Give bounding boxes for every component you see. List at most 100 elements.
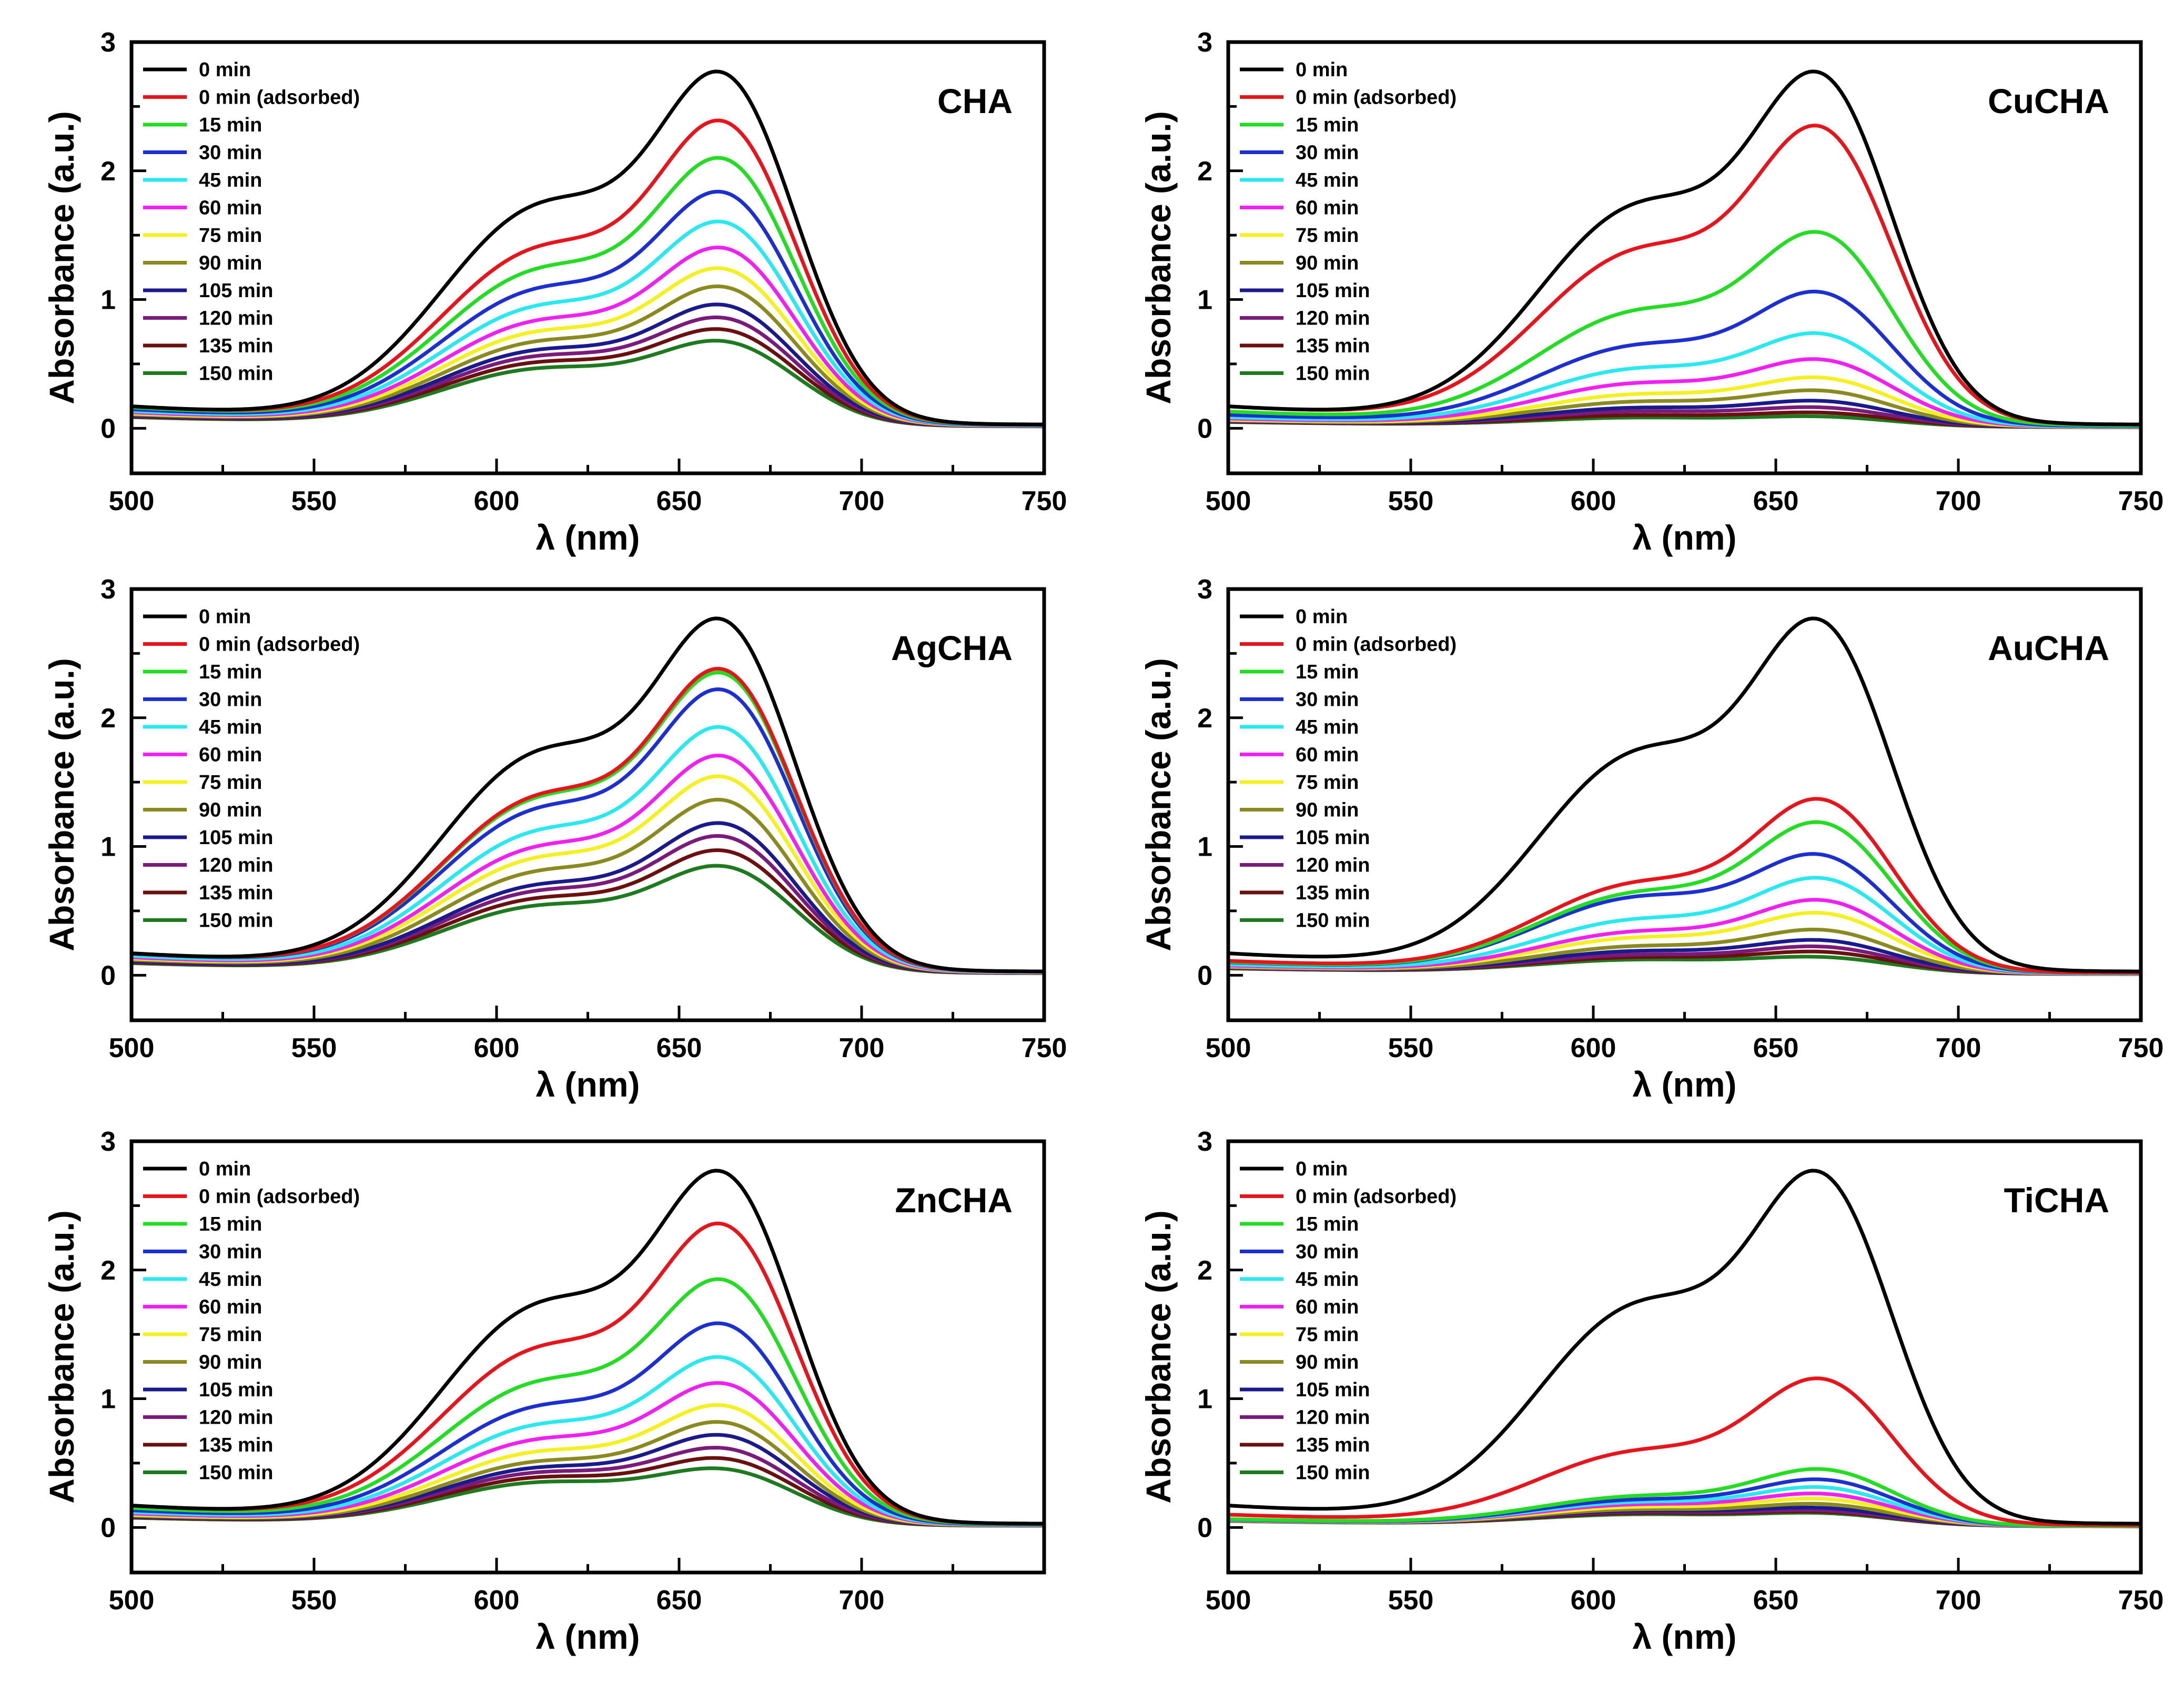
y-axis-title: Absorbance (a.u.) <box>42 111 81 404</box>
series-line <box>1228 1169 2141 1526</box>
x-axis-title: λ (nm) <box>536 1065 640 1104</box>
x-tick-label: 700 <box>1936 1033 1981 1063</box>
y-tick-label: 3 <box>1197 1127 1212 1157</box>
legend-label: 120 min <box>199 1407 274 1429</box>
x-tick-label: 650 <box>1753 486 1799 516</box>
legend-label: 0 min (adsorbed) <box>1296 634 1457 656</box>
x-tick-label: 500 <box>109 1033 155 1063</box>
legend-label: 60 min <box>1296 197 1359 219</box>
x-tick-label: 650 <box>1753 1033 1799 1063</box>
x-tick-label: 700 <box>839 1585 885 1616</box>
legend-label: 90 min <box>199 252 262 275</box>
y-tick-label: 1 <box>100 285 116 316</box>
panel-label: CHA <box>937 82 1013 120</box>
x-tick-label: 600 <box>474 486 520 516</box>
y-tick-label: 0 <box>1197 960 1212 991</box>
series-line <box>1228 69 2141 427</box>
x-tick-label: 750 <box>1022 486 1067 516</box>
legend-label: 105 min <box>1296 280 1370 302</box>
legend-label: 135 min <box>199 1434 274 1456</box>
legend-label: 30 min <box>1296 689 1359 711</box>
y-tick-label: 0 <box>100 1513 116 1543</box>
panel-agcha: 500 550 600 650 700 750 0 1 2 3 λ (nm) Absorbance (… <box>42 574 1067 1104</box>
x-tick-label: 550 <box>291 1033 337 1063</box>
legend-label: 30 min <box>1296 142 1359 164</box>
series-group <box>1228 616 2141 976</box>
legend-label: 30 min <box>1296 1241 1359 1263</box>
panel-label: AuCHA <box>1988 628 2109 667</box>
legend: 0 min 0 min (adsorbed) 15 min 30 min 45 min 6… <box>1240 606 1457 932</box>
series-line <box>131 1169 1044 1526</box>
legend: 0 min 0 min (adsorbed) 15 min 30 min 45 min 6… <box>143 606 360 932</box>
x-axis-title: λ (nm) <box>536 1617 640 1656</box>
legend-label: 105 min <box>1296 1379 1370 1401</box>
panel-cucha: 500 550 600 650 700 750 0 1 2 3 λ (nm) Absorbance (… <box>1139 27 2163 557</box>
legend-label: 75 min <box>199 225 262 247</box>
series-line <box>131 1321 1044 1527</box>
legend-label: 75 min <box>199 772 262 794</box>
series-group <box>131 69 1045 429</box>
x-tick-label: 500 <box>1206 1585 1251 1616</box>
x-tick-label: 600 <box>474 1585 520 1616</box>
y-tick-label: 3 <box>1197 574 1212 605</box>
x-tick-label: 750 <box>2118 486 2164 516</box>
legend-label: 15 min <box>1296 661 1359 683</box>
legend: 0 min 0 min (adsorbed) 15 min 30 min 45 min 6… <box>1240 59 1457 385</box>
legend-label: 150 min <box>199 910 274 932</box>
x-tick-label: 750 <box>2118 1585 2164 1616</box>
y-tick-label: 3 <box>100 27 116 58</box>
x-tick-label: 550 <box>291 1585 337 1616</box>
legend-label: 150 min <box>1296 1462 1370 1484</box>
legend-label: 135 min <box>1296 335 1370 357</box>
legend-label: 75 min <box>199 1324 262 1346</box>
x-tick-label: 500 <box>109 486 155 516</box>
legend-label: 120 min <box>199 855 274 877</box>
y-tick-label: 1 <box>1197 832 1212 863</box>
legend-label: 15 min <box>199 114 262 136</box>
panel-label: AgCHA <box>891 628 1013 667</box>
x-tick-label: 500 <box>1206 1033 1251 1063</box>
y-tick-label: 0 <box>1197 413 1212 444</box>
x-tick-label: 550 <box>1388 1585 1434 1616</box>
y-tick-label: 2 <box>1197 156 1212 187</box>
legend-label: 120 min <box>1296 1407 1370 1429</box>
legend-label: 105 min <box>199 1379 274 1401</box>
legend-label: 135 min <box>199 882 274 904</box>
legend-label: 90 min <box>199 799 262 821</box>
x-axis-title: λ (nm) <box>1633 518 1737 557</box>
x-tick-label: 600 <box>474 1033 520 1063</box>
legend-label: 30 min <box>199 689 262 711</box>
series-line <box>1228 331 2141 429</box>
y-tick-label: 2 <box>1197 703 1212 734</box>
legend-label: 60 min <box>199 1296 262 1318</box>
legend-label: 90 min <box>1296 799 1359 821</box>
legend-label: 15 min <box>199 1213 262 1235</box>
legend: 0 min 0 min (adsorbed) 15 min 30 min 45 min 6… <box>143 1158 360 1484</box>
legend: 0 min 0 min (adsorbed) 15 min 30 min 45 min 6… <box>143 59 360 385</box>
panel-aucha: 500 550 600 650 700 750 0 1 2 3 λ (nm) Absorbance (… <box>1139 574 2163 1104</box>
legend-label: 135 min <box>1296 1434 1370 1456</box>
legend-label: 0 min (adsorbed) <box>1296 87 1457 109</box>
legend-label: 135 min <box>199 335 274 357</box>
x-tick-label: 650 <box>656 1585 702 1616</box>
y-tick-label: 1 <box>1197 285 1212 316</box>
series-line <box>1228 289 2141 428</box>
series-group <box>131 616 1045 975</box>
legend-label: 75 min <box>1296 772 1359 794</box>
legend-label: 0 min (adsorbed) <box>199 634 360 656</box>
legend-label: 150 min <box>1296 363 1370 385</box>
legend-label: 120 min <box>199 308 274 330</box>
legend-label: 90 min <box>1296 252 1359 275</box>
y-tick-label: 0 <box>1197 1513 1212 1543</box>
legend-label: 45 min <box>199 1269 262 1291</box>
y-tick-label: 1 <box>100 832 116 863</box>
legend: 0 min 0 min (adsorbed) 15 min 30 min 45 min 6… <box>1240 1158 1457 1484</box>
legend-label: 45 min <box>199 169 262 191</box>
x-tick-label: 700 <box>839 486 885 516</box>
y-axis-title: Absorbance (a.u.) <box>42 658 81 951</box>
panel-label: CuCHA <box>1988 82 2109 120</box>
series-line <box>131 725 1044 974</box>
legend-label: 60 min <box>199 197 262 219</box>
y-tick-label: 3 <box>1197 27 1212 58</box>
